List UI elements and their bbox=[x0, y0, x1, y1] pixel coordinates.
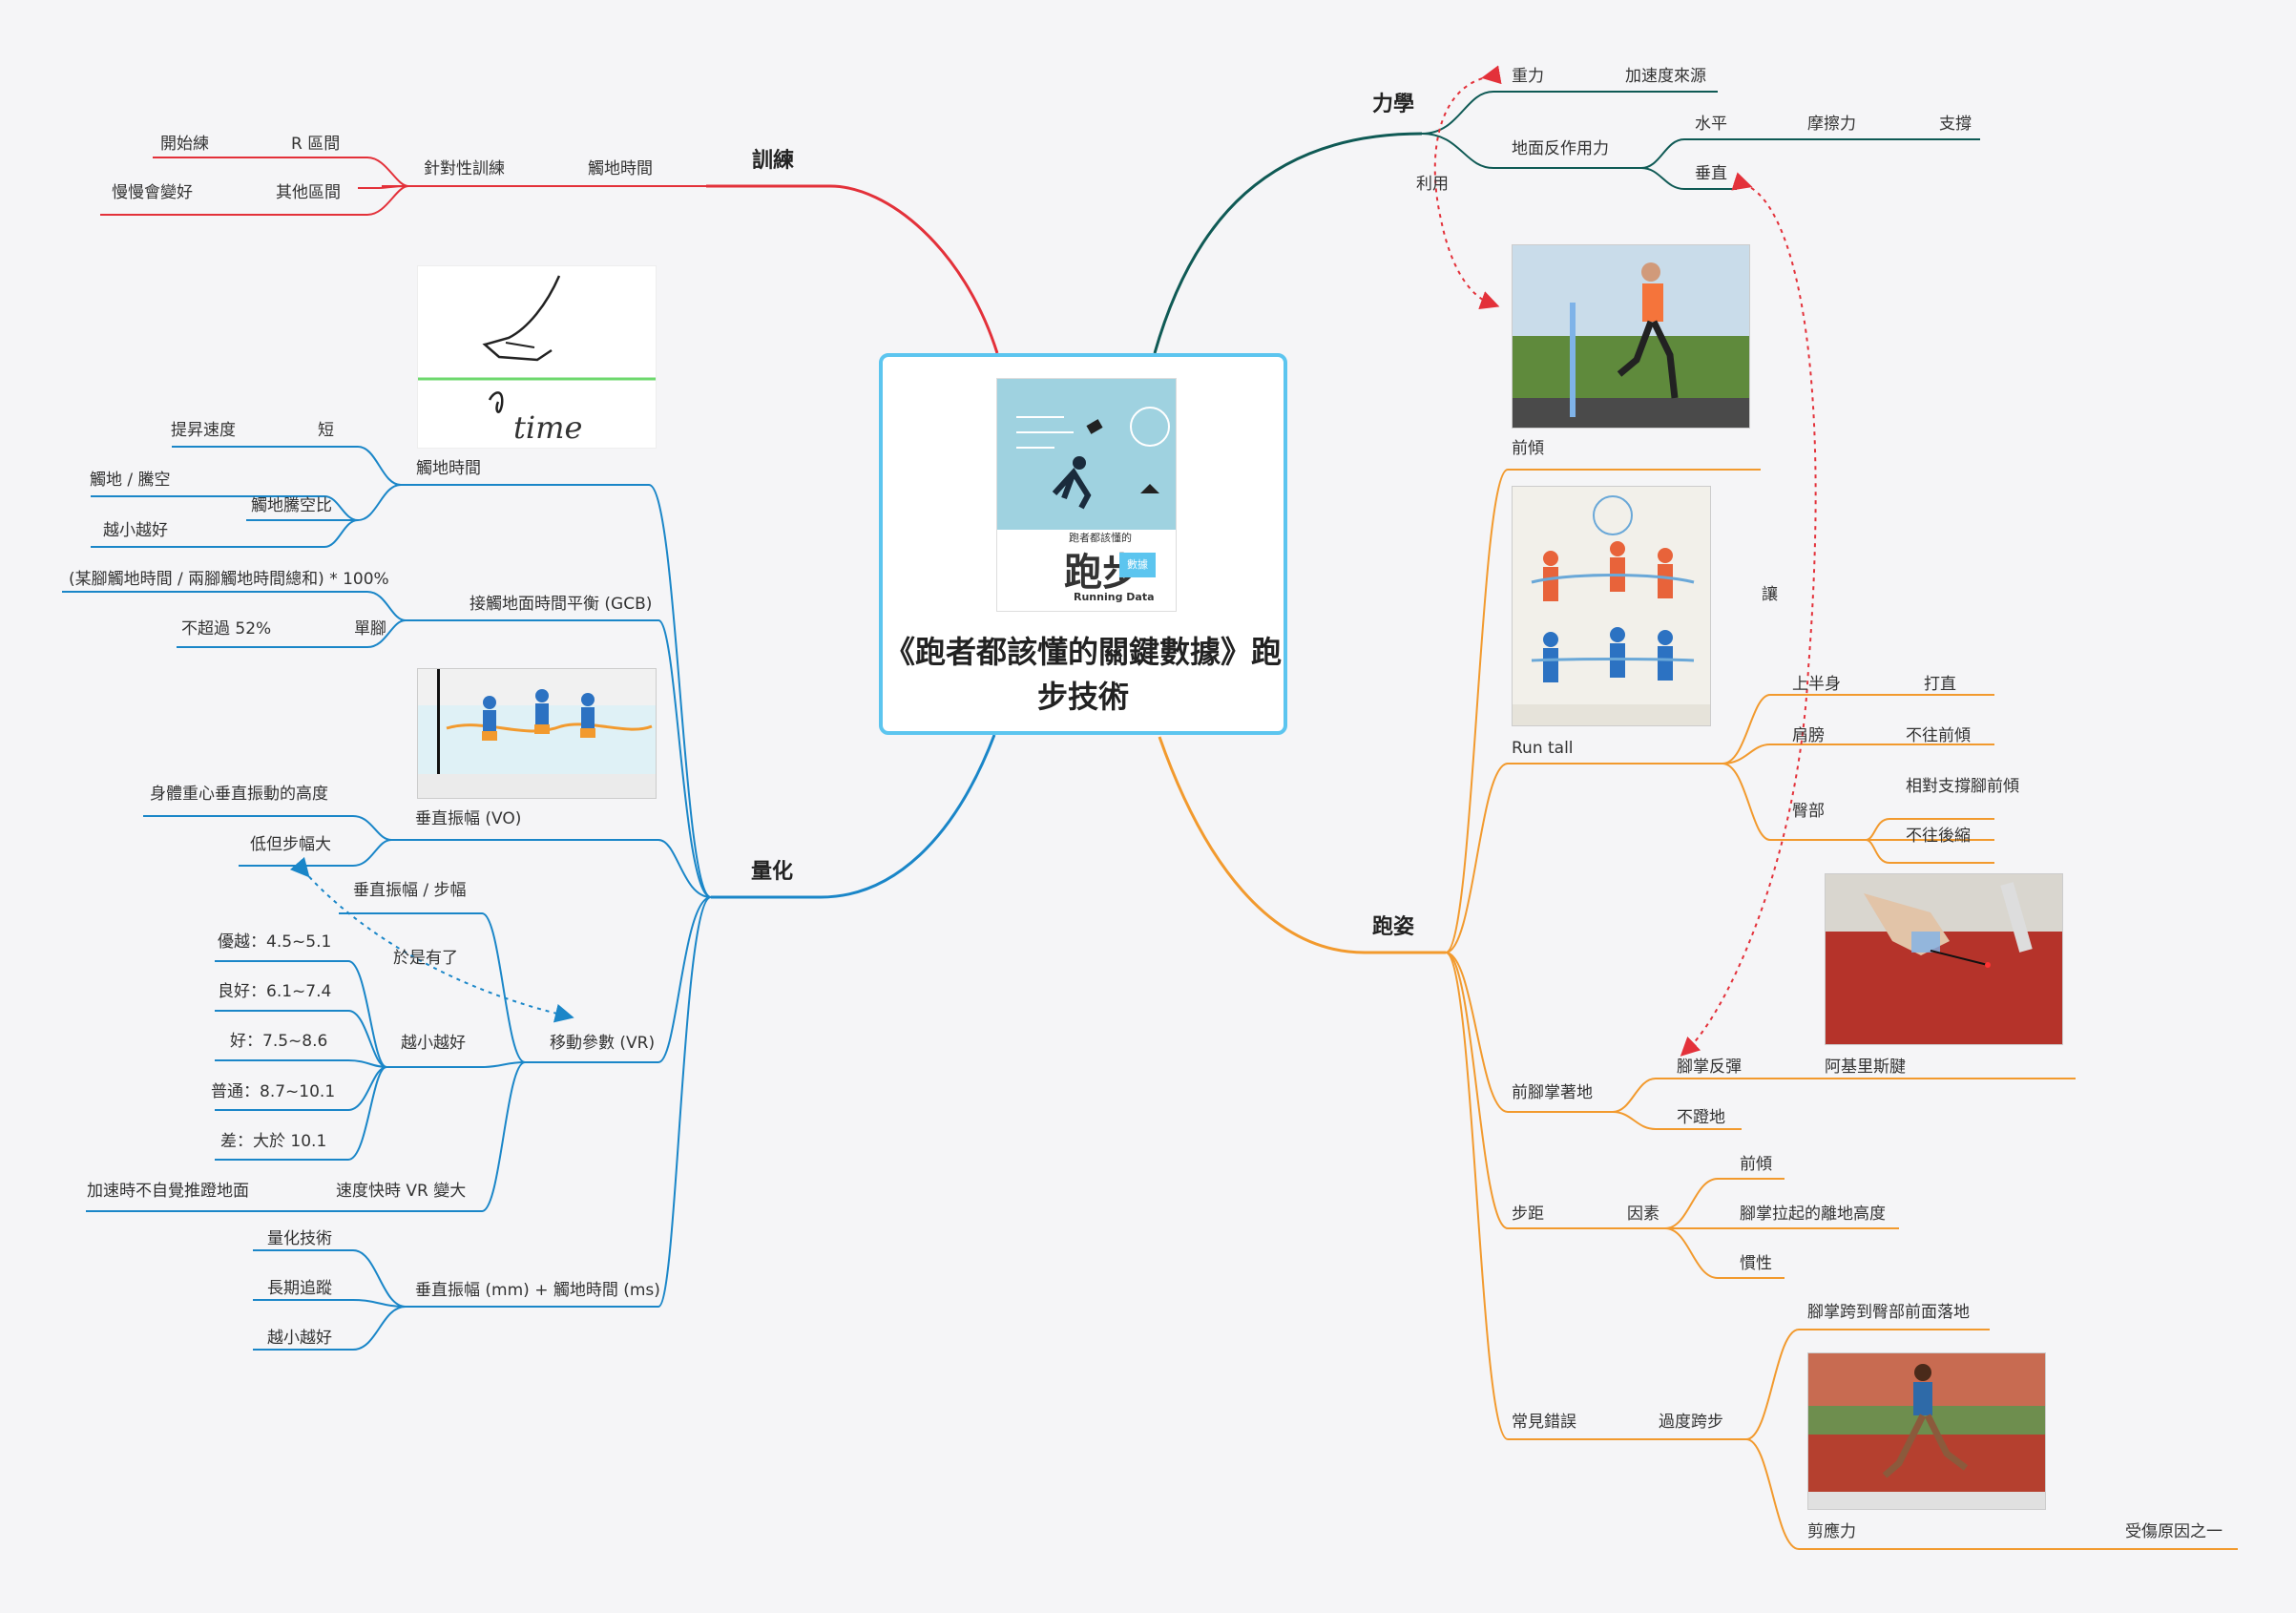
node-other-zone[interactable]: 其他區間 bbox=[276, 183, 341, 202]
node-low-big-stride[interactable]: 低但步幅大 bbox=[250, 835, 331, 854]
branch-form[interactable]: 跑姿 bbox=[1372, 915, 1415, 939]
node-horizontal[interactable]: 水平 bbox=[1695, 115, 1727, 134]
node-targeted-training[interactable]: 針對性訓練 bbox=[424, 159, 505, 178]
node-forefoot[interactable]: 前腳掌著地 bbox=[1512, 1083, 1593, 1102]
node-push-ground[interactable]: 加速時不自覺推蹬地面 bbox=[87, 1182, 249, 1201]
quantify-branch-lines bbox=[711, 734, 996, 899]
node-training-contact-time[interactable]: 觸地時間 bbox=[588, 159, 653, 178]
relation-let: 讓 bbox=[1762, 585, 1778, 604]
achilles-tendon-image bbox=[1825, 873, 2063, 1045]
central-title: 《跑者都該懂的關鍵數據》跑步技術 bbox=[884, 634, 1282, 715]
node-quant-tech[interactable]: 量化技術 bbox=[267, 1229, 332, 1248]
node-accel-source[interactable]: 加速度來源 bbox=[1625, 67, 1706, 86]
node-gravity[interactable]: 重力 bbox=[1512, 67, 1544, 86]
branch-mechanics[interactable]: 力學 bbox=[1372, 93, 1415, 116]
node-vo-plus-ct[interactable]: 垂直振幅 (mm) + 觸地時間 (ms) bbox=[415, 1281, 660, 1300]
node-ground-reaction-force[interactable]: 地面反作用力 bbox=[1512, 139, 1609, 158]
vo-runners-image bbox=[417, 668, 657, 799]
time-sketch-image: time bbox=[417, 265, 657, 449]
book-cover-image: 跑者都該懂的 跑步 數據 Running Data bbox=[996, 378, 1177, 612]
node-factor-inertia[interactable]: 慣性 bbox=[1740, 1254, 1772, 1273]
node-smaller-better-3[interactable]: 越小越好 bbox=[267, 1329, 332, 1348]
node-single-foot[interactable]: 單腳 bbox=[354, 619, 386, 639]
node-upper-body[interactable]: 上半身 bbox=[1792, 675, 1841, 694]
node-injury[interactable]: 受傷原因之一 bbox=[2125, 1522, 2223, 1541]
node-overstride[interactable]: 過度跨步 bbox=[1659, 1413, 1723, 1432]
node-no-forward[interactable]: 不往前傾 bbox=[1906, 726, 1971, 745]
node-no-push[interactable]: 不蹬地 bbox=[1677, 1108, 1725, 1127]
relation-so-have: 於是有了 bbox=[393, 949, 458, 968]
node-overstride-desc[interactable]: 腳掌跨到臀部前面落地 bbox=[1807, 1303, 1970, 1322]
node-support[interactable]: 支撐 bbox=[1939, 115, 1972, 134]
node-vo[interactable]: 垂直振幅 (VO) bbox=[415, 809, 522, 828]
node-achilles[interactable]: 阿基里斯腱 bbox=[1825, 1058, 1906, 1077]
node-vr-good-plus[interactable]: 良好：6.1~7.4 bbox=[218, 982, 332, 1001]
node-vr-average[interactable]: 普通：8.7~10.1 bbox=[211, 1082, 336, 1101]
node-mistakes[interactable]: 常見錯誤 bbox=[1512, 1413, 1576, 1432]
central-topic[interactable]: 跑者都該懂的 跑步 數據 Running Data 《跑者都該懂的關鍵數據》跑步… bbox=[879, 353, 1287, 735]
node-vr-good[interactable]: 好：7.5~8.6 bbox=[230, 1032, 328, 1051]
node-lean[interactable]: 前傾 bbox=[1512, 439, 1544, 458]
node-friction[interactable]: 摩擦力 bbox=[1807, 115, 1856, 134]
node-no-back[interactable]: 不往後縮 bbox=[1906, 827, 1971, 846]
branch-quantify[interactable]: 量化 bbox=[751, 860, 794, 884]
node-shoulder[interactable]: 肩膀 bbox=[1792, 726, 1825, 745]
node-short[interactable]: 短 bbox=[318, 421, 334, 440]
node-smaller-better-2[interactable]: 越小越好 bbox=[401, 1034, 466, 1053]
node-r-zone[interactable]: R 區間 bbox=[291, 135, 341, 154]
node-vertical[interactable]: 垂直 bbox=[1695, 164, 1727, 183]
node-speed-up[interactable]: 提昇速度 bbox=[171, 421, 236, 440]
overstride-photo bbox=[1807, 1352, 2046, 1510]
node-factor-lean[interactable]: 前傾 bbox=[1740, 1155, 1772, 1174]
training-branch-lines bbox=[706, 184, 999, 354]
branch-training[interactable]: 訓練 bbox=[752, 149, 795, 173]
node-straight[interactable]: 打直 bbox=[1924, 675, 1956, 694]
node-smaller-better-1[interactable]: 越小越好 bbox=[103, 521, 168, 540]
node-vr-poor[interactable]: 差：大於 10.1 bbox=[220, 1132, 327, 1151]
node-rel-forward[interactable]: 相對支撐腳前傾 bbox=[1906, 777, 2019, 796]
lean-runner-photo bbox=[1512, 244, 1750, 429]
node-factor-height[interactable]: 腳掌拉起的離地高度 bbox=[1740, 1205, 1886, 1224]
node-vr-excellent[interactable]: 優越：4.5~5.1 bbox=[218, 932, 332, 952]
node-faster-vr[interactable]: 速度快時 VR 變大 bbox=[336, 1182, 467, 1201]
relation-use: 利用 bbox=[1416, 175, 1449, 194]
node-vo-stride[interactable]: 垂直振幅 / 步幅 bbox=[353, 881, 467, 900]
mechanics-branch-lines bbox=[1153, 132, 1423, 354]
node-contact-air-ratio[interactable]: 觸地騰空比 bbox=[251, 496, 332, 515]
book-subtitle: 跑者都該懂的 bbox=[1069, 532, 1132, 544]
node-gcb-formula[interactable]: (某腳觸地時間 / 兩腳觸地時間總和) * 100% bbox=[69, 570, 389, 589]
node-sole-rebound[interactable]: 腳掌反彈 bbox=[1677, 1058, 1742, 1077]
node-shear[interactable]: 剪應力 bbox=[1807, 1522, 1856, 1541]
form-branch-lines bbox=[1158, 736, 1446, 954]
node-factors[interactable]: 因素 bbox=[1627, 1205, 1659, 1224]
run-tall-image bbox=[1512, 486, 1711, 726]
sketch-caption: time bbox=[513, 409, 583, 446]
node-quant-contact-time[interactable]: 觸地時間 bbox=[416, 459, 481, 478]
node-run-tall[interactable]: Run tall bbox=[1512, 739, 1574, 758]
node-under-52[interactable]: 不超過 52% bbox=[181, 619, 272, 639]
book-english: Running Data bbox=[1074, 591, 1155, 603]
node-slowly-better[interactable]: 慢慢會變好 bbox=[112, 183, 193, 202]
node-long-track[interactable]: 長期追蹤 bbox=[267, 1279, 332, 1298]
node-vr[interactable]: 移動參數 (VR) bbox=[550, 1034, 656, 1053]
book-tag: 數據 bbox=[1119, 553, 1156, 577]
node-gcb[interactable]: 接觸地面時間平衡 (GCB) bbox=[470, 595, 653, 614]
node-vo-desc[interactable]: 身體重心垂直振動的高度 bbox=[150, 785, 328, 804]
node-stride[interactable]: 步距 bbox=[1512, 1205, 1544, 1224]
node-hip[interactable]: 臀部 bbox=[1792, 802, 1825, 821]
node-start-training[interactable]: 開始練 bbox=[160, 135, 209, 154]
node-contact-air[interactable]: 觸地 / 騰空 bbox=[90, 471, 171, 490]
